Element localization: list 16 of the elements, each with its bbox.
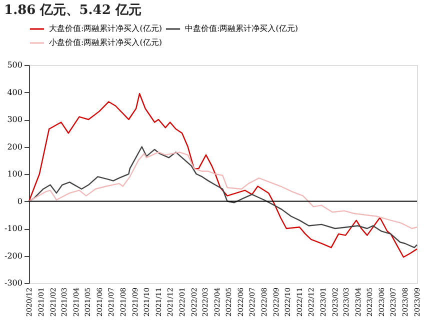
line-series <box>28 152 418 230</box>
chart-title: 1.86 亿元、5.42 亿元 <box>4 3 142 18</box>
y-tick-label: -200 <box>4 251 22 260</box>
y-tick-label: -300 <box>4 278 22 288</box>
legend-label: 小盘价值:两融累计净买入(亿元) <box>49 38 162 47</box>
y-tick-label: 400 <box>7 88 22 97</box>
y-tick-label: 500 <box>7 60 22 70</box>
line-series <box>28 93 418 258</box>
y-tick-label: 0 <box>17 196 22 206</box>
y-tick-label: 300 <box>7 115 22 124</box>
legend-label: 大盘价值:两融累计净买入(亿元) <box>49 24 162 33</box>
y-tick-label: 200 <box>7 142 22 152</box>
y-tick-label: 100 <box>7 170 22 178</box>
y-tick-label: -100 <box>4 224 22 233</box>
line-series <box>28 146 418 248</box>
legend-label: 中盘价值:两融累计净买入(亿元) <box>185 24 298 33</box>
